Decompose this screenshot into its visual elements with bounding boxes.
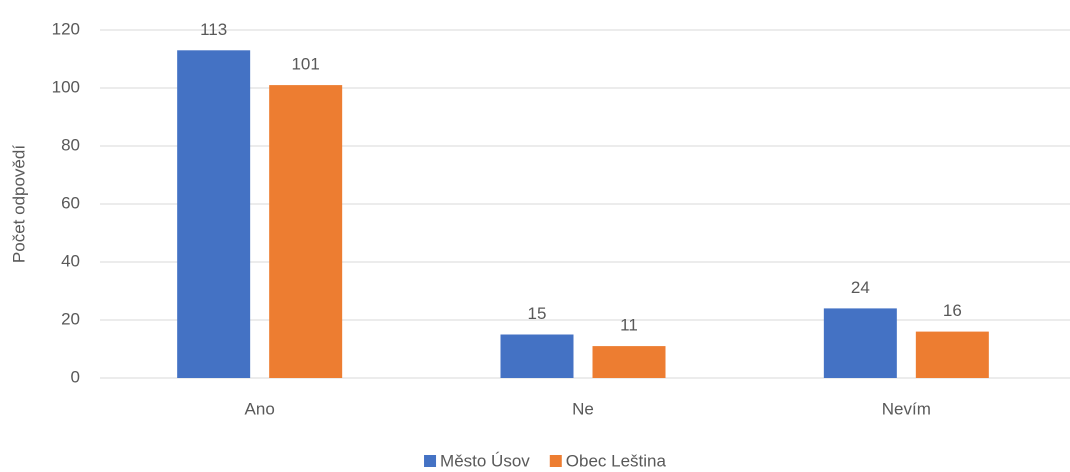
data-label: 113: [200, 20, 227, 39]
legend: Město Úsov Obec Leština: [424, 451, 667, 470]
y-tick-label: 40: [61, 251, 80, 270]
bar: [269, 85, 343, 378]
y-tick-label: 20: [61, 309, 80, 328]
legend-label: Město Úsov: [440, 451, 530, 470]
x-tick-label: Ano: [245, 399, 275, 418]
data-label: 24: [851, 278, 870, 297]
x-tick-label: Ne: [572, 399, 594, 418]
data-label: 11: [620, 316, 638, 335]
bar: [592, 346, 666, 378]
legend-label: Obec Leština: [566, 451, 667, 470]
bar: [177, 50, 251, 379]
y-tick-label: 0: [71, 367, 80, 386]
legend-swatch: [549, 455, 562, 467]
data-label: 15: [528, 304, 547, 323]
bar: [500, 334, 574, 378]
data-label: 101: [291, 55, 319, 74]
bar: [915, 331, 989, 378]
bar: [823, 308, 897, 378]
y-tick-label: 80: [61, 135, 80, 154]
data-label: 16: [943, 301, 962, 320]
x-tick-label: Nevím: [882, 399, 931, 418]
y-tick-label: 100: [52, 77, 80, 96]
legend-swatch: [424, 455, 437, 467]
y-tick-label: 60: [61, 193, 80, 212]
y-axis-label: Počet odpovědí: [9, 145, 28, 263]
y-tick-label: 120: [52, 19, 80, 38]
